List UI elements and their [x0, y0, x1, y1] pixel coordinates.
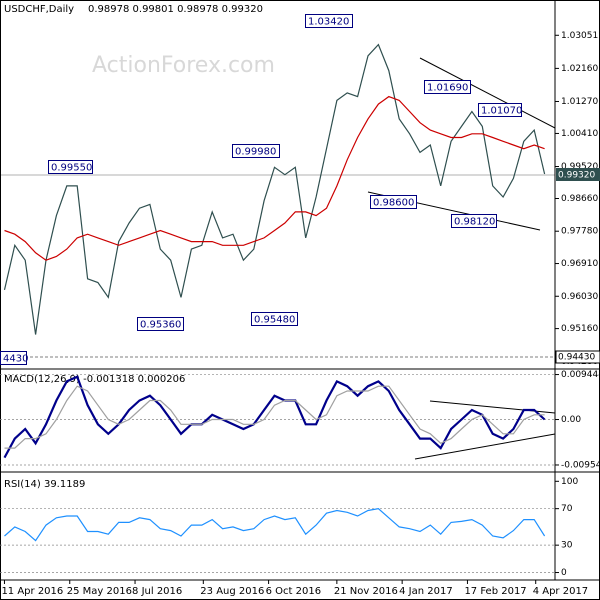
macd-title: MACD(12,26,9) -0.001318 0.000206 — [4, 374, 185, 385]
x-tick-label: 17 Feb 2017 — [464, 586, 526, 597]
ohlc-values: 0.98978 0.99801 0.98978 0.99320 — [88, 4, 263, 15]
chart-title: USDCHF,Daily — [4, 4, 74, 15]
x-tick-label: 6 Oct 2016 — [266, 586, 321, 597]
annotation-box — [305, 14, 353, 28]
rsi-title: RSI(14) 39.1189 — [4, 479, 85, 490]
y-tick-label: 30 — [561, 541, 573, 551]
annotation-box — [478, 103, 522, 117]
series-line — [3, 375, 546, 459]
x-tick-label: 23 Aug 2016 — [200, 586, 264, 597]
annotation-box — [137, 317, 184, 331]
annotation-label: 1.01690 — [427, 83, 468, 94]
y-tick-label: 1.03051 — [561, 31, 598, 41]
y-tick-label: 0.97780 — [561, 227, 598, 237]
annotation-label: 0.99550 — [51, 163, 92, 174]
series-line — [3, 43, 546, 335]
y-tick-label: 0.99520 — [561, 162, 598, 172]
y-tick-label: 0.00 — [561, 415, 581, 425]
series-line — [4, 95, 545, 261]
y-tick-label: 1.00410 — [561, 129, 598, 139]
y-tick-label: 0.009444 — [561, 370, 600, 380]
trend-line — [414, 433, 556, 460]
annotation-label: 4430 — [3, 354, 28, 365]
x-tick-label: 4 Jan 2017 — [399, 586, 453, 597]
annotation-box — [370, 195, 417, 209]
annotation-label: 0.95360 — [140, 320, 181, 331]
series-line — [4, 385, 545, 449]
y-tick-label: 70 — [561, 504, 573, 514]
annotation-box — [424, 80, 471, 94]
last-price-label: 0.99320 — [558, 171, 595, 181]
y-tick-label: 0 — [561, 568, 567, 578]
trend-line — [419, 57, 556, 129]
annotation-box — [232, 144, 280, 158]
annotation-label: 1.01070 — [481, 106, 522, 117]
annotation-label: 0.95480 — [254, 315, 295, 326]
annotation-label: 1.03420 — [308, 17, 349, 28]
level-label: 0.94430 — [558, 353, 595, 363]
annotation-box — [251, 312, 298, 326]
y-tick-label: 1.01270 — [561, 97, 598, 107]
y-tick-label: 0.98660 — [561, 194, 598, 204]
annotation-box — [48, 160, 93, 174]
x-tick-label: 4 Apr 2017 — [533, 586, 588, 597]
y-tick-label: -0.009545 — [561, 460, 600, 470]
y-tick-label: 0.95160 — [561, 324, 598, 334]
annotation-label: 0.99980 — [235, 147, 276, 158]
annotation-box — [0, 351, 27, 365]
y-tick-label: 1.02160 — [561, 64, 598, 74]
last-price-box — [556, 168, 600, 181]
annotation-label: 0.98600 — [373, 198, 414, 209]
x-tick-label: 21 Nov 2016 — [334, 586, 398, 597]
level-box — [555, 350, 600, 364]
x-tick-label: 11 Apr 2016 — [1, 586, 63, 597]
y-tick-label: 0.96910 — [561, 259, 598, 269]
y-tick-label: 0.96030 — [561, 292, 598, 302]
annotation-label: 0.98120 — [454, 217, 495, 228]
series-line — [4, 508, 546, 542]
y-tick-label: 100 — [561, 477, 578, 487]
watermark: ActionForex.com — [92, 53, 275, 78]
x-tick-label: 25 May 2016 — [67, 586, 132, 597]
annotation-box — [451, 214, 497, 228]
x-tick-label: 8 Jul 2016 — [132, 586, 182, 597]
